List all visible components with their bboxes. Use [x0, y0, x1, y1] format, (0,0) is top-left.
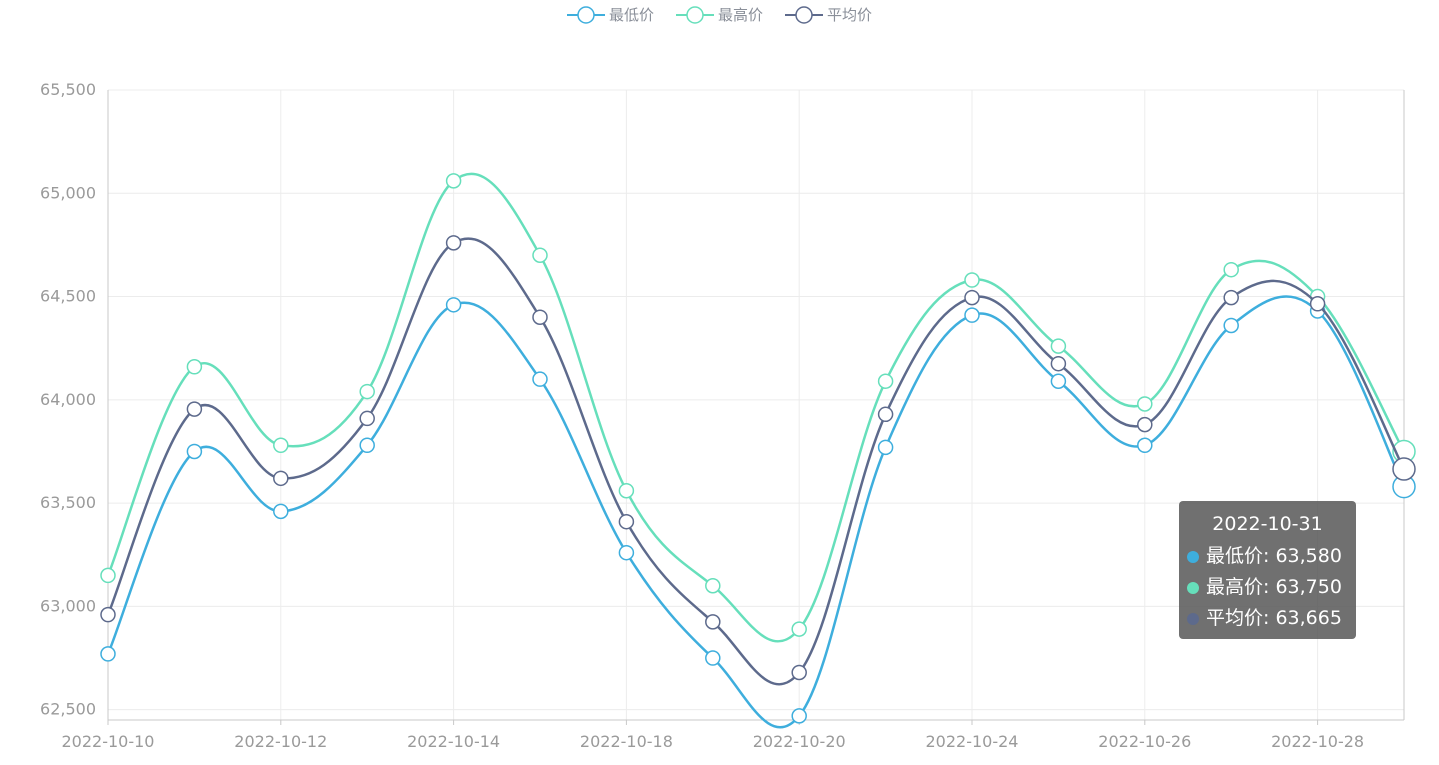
legend-item-avg[interactable]: 平均价 — [785, 4, 872, 25]
y-tick-label: 63,500 — [40, 493, 96, 512]
data-point-low-price[interactable] — [705, 650, 721, 666]
x-tick-label: 2022-10-28 — [1271, 732, 1364, 751]
data-point-high-price[interactable] — [877, 373, 894, 389]
tooltip-row-high: 最高价: 63,750 — [1187, 572, 1356, 603]
series-line-high-price — [106, 172, 1406, 643]
data-point-avg-price[interactable] — [1223, 289, 1239, 306]
y-tick-label: 64,000 — [40, 390, 96, 409]
x-tick-label: 2022-10-26 — [1098, 732, 1191, 751]
y-tick-label: 64,500 — [40, 287, 96, 306]
data-point-low-price[interactable] — [791, 708, 807, 724]
circle-line-icon — [675, 5, 714, 24]
data-point-high-price[interactable] — [791, 621, 807, 637]
x-tick-label: 2022-10-18 — [580, 732, 673, 751]
data-point-low-price[interactable] — [186, 443, 203, 460]
data-point-avg-price[interactable] — [1137, 416, 1153, 433]
tooltip-value: 平均价: 63,665 — [1206, 607, 1342, 629]
data-point-high-price[interactable] — [445, 173, 462, 189]
y-tick-label: 65,000 — [40, 183, 96, 202]
y-tick-label: 62,500 — [40, 700, 96, 719]
data-point-low-price[interactable] — [1223, 317, 1239, 334]
circle-line-icon — [566, 5, 605, 24]
data-point-high-price[interactable] — [1223, 261, 1239, 278]
data-point-avg-price[interactable] — [1050, 355, 1067, 372]
data-point-avg-price[interactable] — [532, 309, 548, 325]
data-point-avg-price[interactable] — [618, 513, 635, 530]
data-point-avg-price[interactable] — [100, 606, 116, 623]
data-point-avg-price[interactable] — [1309, 296, 1326, 312]
data-point-high-price[interactable] — [705, 577, 721, 594]
circle-line-icon — [785, 5, 823, 24]
legend-item-high[interactable]: 最高价 — [675, 4, 763, 25]
data-point-high-price[interactable] — [273, 437, 289, 454]
data-point-low-price[interactable] — [618, 544, 635, 561]
x-tick-label: 2022-10-12 — [234, 732, 327, 751]
chart-legend: 最低价 最高价 平均价 — [0, 4, 1439, 25]
x-tick-label: 2022-10-10 — [62, 732, 155, 751]
x-tick-label: 2022-10-20 — [753, 732, 846, 751]
data-point-low-price[interactable] — [273, 503, 289, 520]
data-point-low-price[interactable] — [100, 646, 116, 662]
data-point-high-price[interactable] — [618, 482, 635, 499]
series-line-avg-price — [106, 237, 1406, 686]
legend-item-low[interactable]: 最低价 — [566, 4, 654, 25]
series-dot-icon — [1187, 612, 1199, 625]
data-point-low-price[interactable] — [877, 439, 894, 456]
data-point-high-price[interactable] — [532, 247, 548, 263]
x-tick-label: 2022-10-24 — [926, 732, 1019, 751]
series-line-low-price — [106, 295, 1406, 729]
data-point-avg-price[interactable] — [964, 289, 980, 306]
y-tick-label: 63,000 — [40, 596, 96, 615]
data-point-avg-price[interactable] — [273, 470, 289, 487]
data-point-avg-price[interactable] — [186, 401, 203, 417]
data-point-low-price[interactable] — [964, 307, 980, 323]
tooltip: 2022-10-31 最低价: 63,580 最高价: 63,750 平均价: … — [1179, 501, 1356, 639]
series-dot-icon — [1187, 581, 1199, 594]
legend-label: 平均价 — [827, 6, 873, 24]
data-point-high-price[interactable] — [1050, 338, 1067, 354]
data-point-avg-price[interactable] — [791, 664, 807, 681]
data-point-high-price[interactable] — [1137, 396, 1153, 412]
data-point-low-price[interactable] — [359, 437, 375, 454]
data-point-high-price[interactable] — [186, 359, 203, 375]
legend-label: 最高价 — [717, 6, 763, 24]
data-point-avg-price[interactable] — [705, 614, 721, 630]
tooltip-value: 最低价: 63,580 — [1206, 545, 1342, 567]
tooltip-value: 最高价: 63,750 — [1206, 576, 1342, 598]
tooltip-row-low: 最低价: 63,580 — [1187, 541, 1356, 572]
data-point-high-price[interactable] — [359, 383, 375, 400]
data-point-high-price[interactable] — [100, 567, 116, 584]
data-point-avg-price[interactable] — [445, 235, 462, 251]
legend-label: 最低价 — [608, 6, 654, 24]
data-point-low-price[interactable] — [445, 297, 462, 313]
data-point-high-price[interactable] — [964, 272, 980, 288]
data-point-avg-price[interactable] — [359, 410, 375, 427]
x-tick-label: 2022-10-14 — [407, 732, 500, 751]
y-tick-label: 65,500 — [40, 80, 96, 99]
data-point-avg-price[interactable] — [1392, 457, 1416, 481]
data-point-low-price[interactable] — [532, 371, 548, 387]
series-dot-icon — [1187, 550, 1199, 563]
data-point-low-price[interactable] — [1137, 437, 1153, 454]
tooltip-row-avg: 平均价: 63,665 — [1187, 603, 1356, 634]
data-point-avg-price[interactable] — [877, 406, 894, 423]
tooltip-title: 2022-10-31 — [1212, 513, 1323, 535]
data-point-low-price[interactable] — [1050, 373, 1067, 389]
